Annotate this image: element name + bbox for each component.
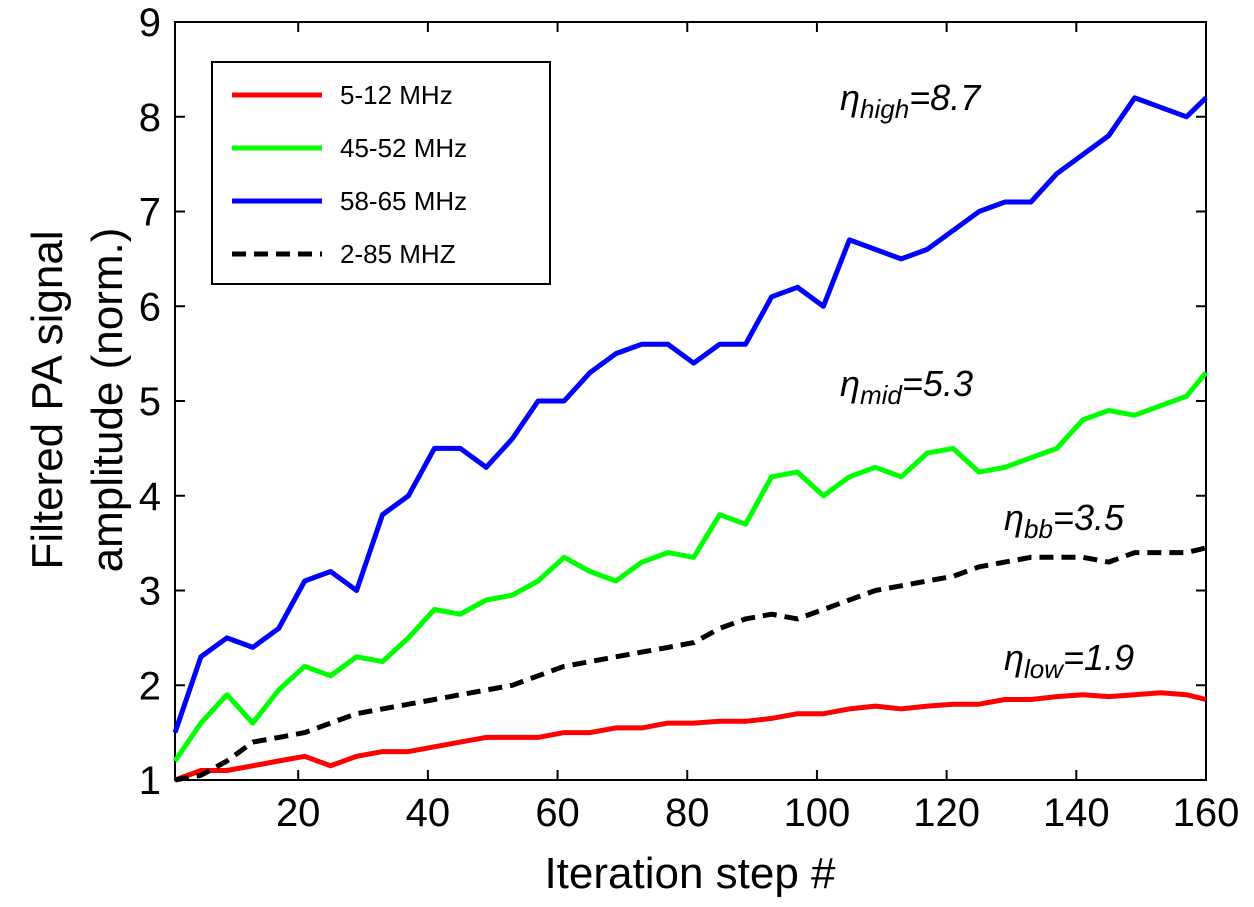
annotation-eta-mid: ηmid=5.3: [840, 363, 973, 410]
series-line-5-12-mhz: [174, 690, 1207, 783]
y-axis-label-line1: Filtered PA signal: [23, 230, 72, 569]
x-tick-label: 40: [406, 791, 451, 835]
y-axis-label-line2: amplitude (norm.): [83, 228, 132, 573]
y-tick-label: 4: [139, 475, 161, 519]
y-tick-label: 5: [139, 380, 161, 424]
y-tick-label: 7: [139, 191, 161, 235]
legend-box: [211, 61, 551, 285]
x-tick-label: 140: [1043, 791, 1110, 835]
legend: 5-12 MHz 45-52 MHz 58-65 MHz 2-85 MHZ: [211, 61, 551, 285]
x-axis-label: Iteration step #: [544, 849, 836, 898]
annotation-eta-low: ηlow=1.9: [1004, 637, 1134, 684]
x-tick-label: 120: [913, 791, 980, 835]
x-tick-label: 60: [535, 791, 580, 835]
series-line-58-65-mhz: [172, 95, 1208, 734]
legend-label-5-12: 5-12 MHz: [340, 80, 453, 110]
legend-label-45-52: 45-52 MHz: [340, 133, 467, 163]
x-tick-label: 100: [784, 791, 851, 835]
legend-label-58-65: 58-65 MHz: [340, 186, 467, 216]
series-line-2-85-mhz: [174, 545, 1207, 783]
x-tick-label: 20: [276, 791, 321, 835]
legend-label-2-85: 2-85 MHZ: [340, 239, 456, 269]
y-tick-label: 3: [139, 570, 161, 614]
x-tick-label: 160: [1173, 791, 1240, 835]
series-line-45-52-mhz: [172, 371, 1208, 763]
annotation-eta-bb: ηbb=3.5: [1004, 497, 1125, 544]
y-tick-label: 6: [139, 285, 161, 329]
y-tick-label: 8: [139, 96, 161, 140]
x-tick-label: 80: [665, 791, 710, 835]
series-layer: [172, 95, 1208, 783]
y-tick-label: 1: [139, 759, 161, 803]
y-tick-label: 2: [139, 664, 161, 708]
annotation-eta-high: ηhigh=8.7: [840, 77, 982, 124]
axis-ticks: 20 40 60 80 100 120 140 160 1 2 3 4 5 6 7 8 9: [139, 1, 1240, 835]
y-tick-label: 9: [139, 1, 161, 45]
